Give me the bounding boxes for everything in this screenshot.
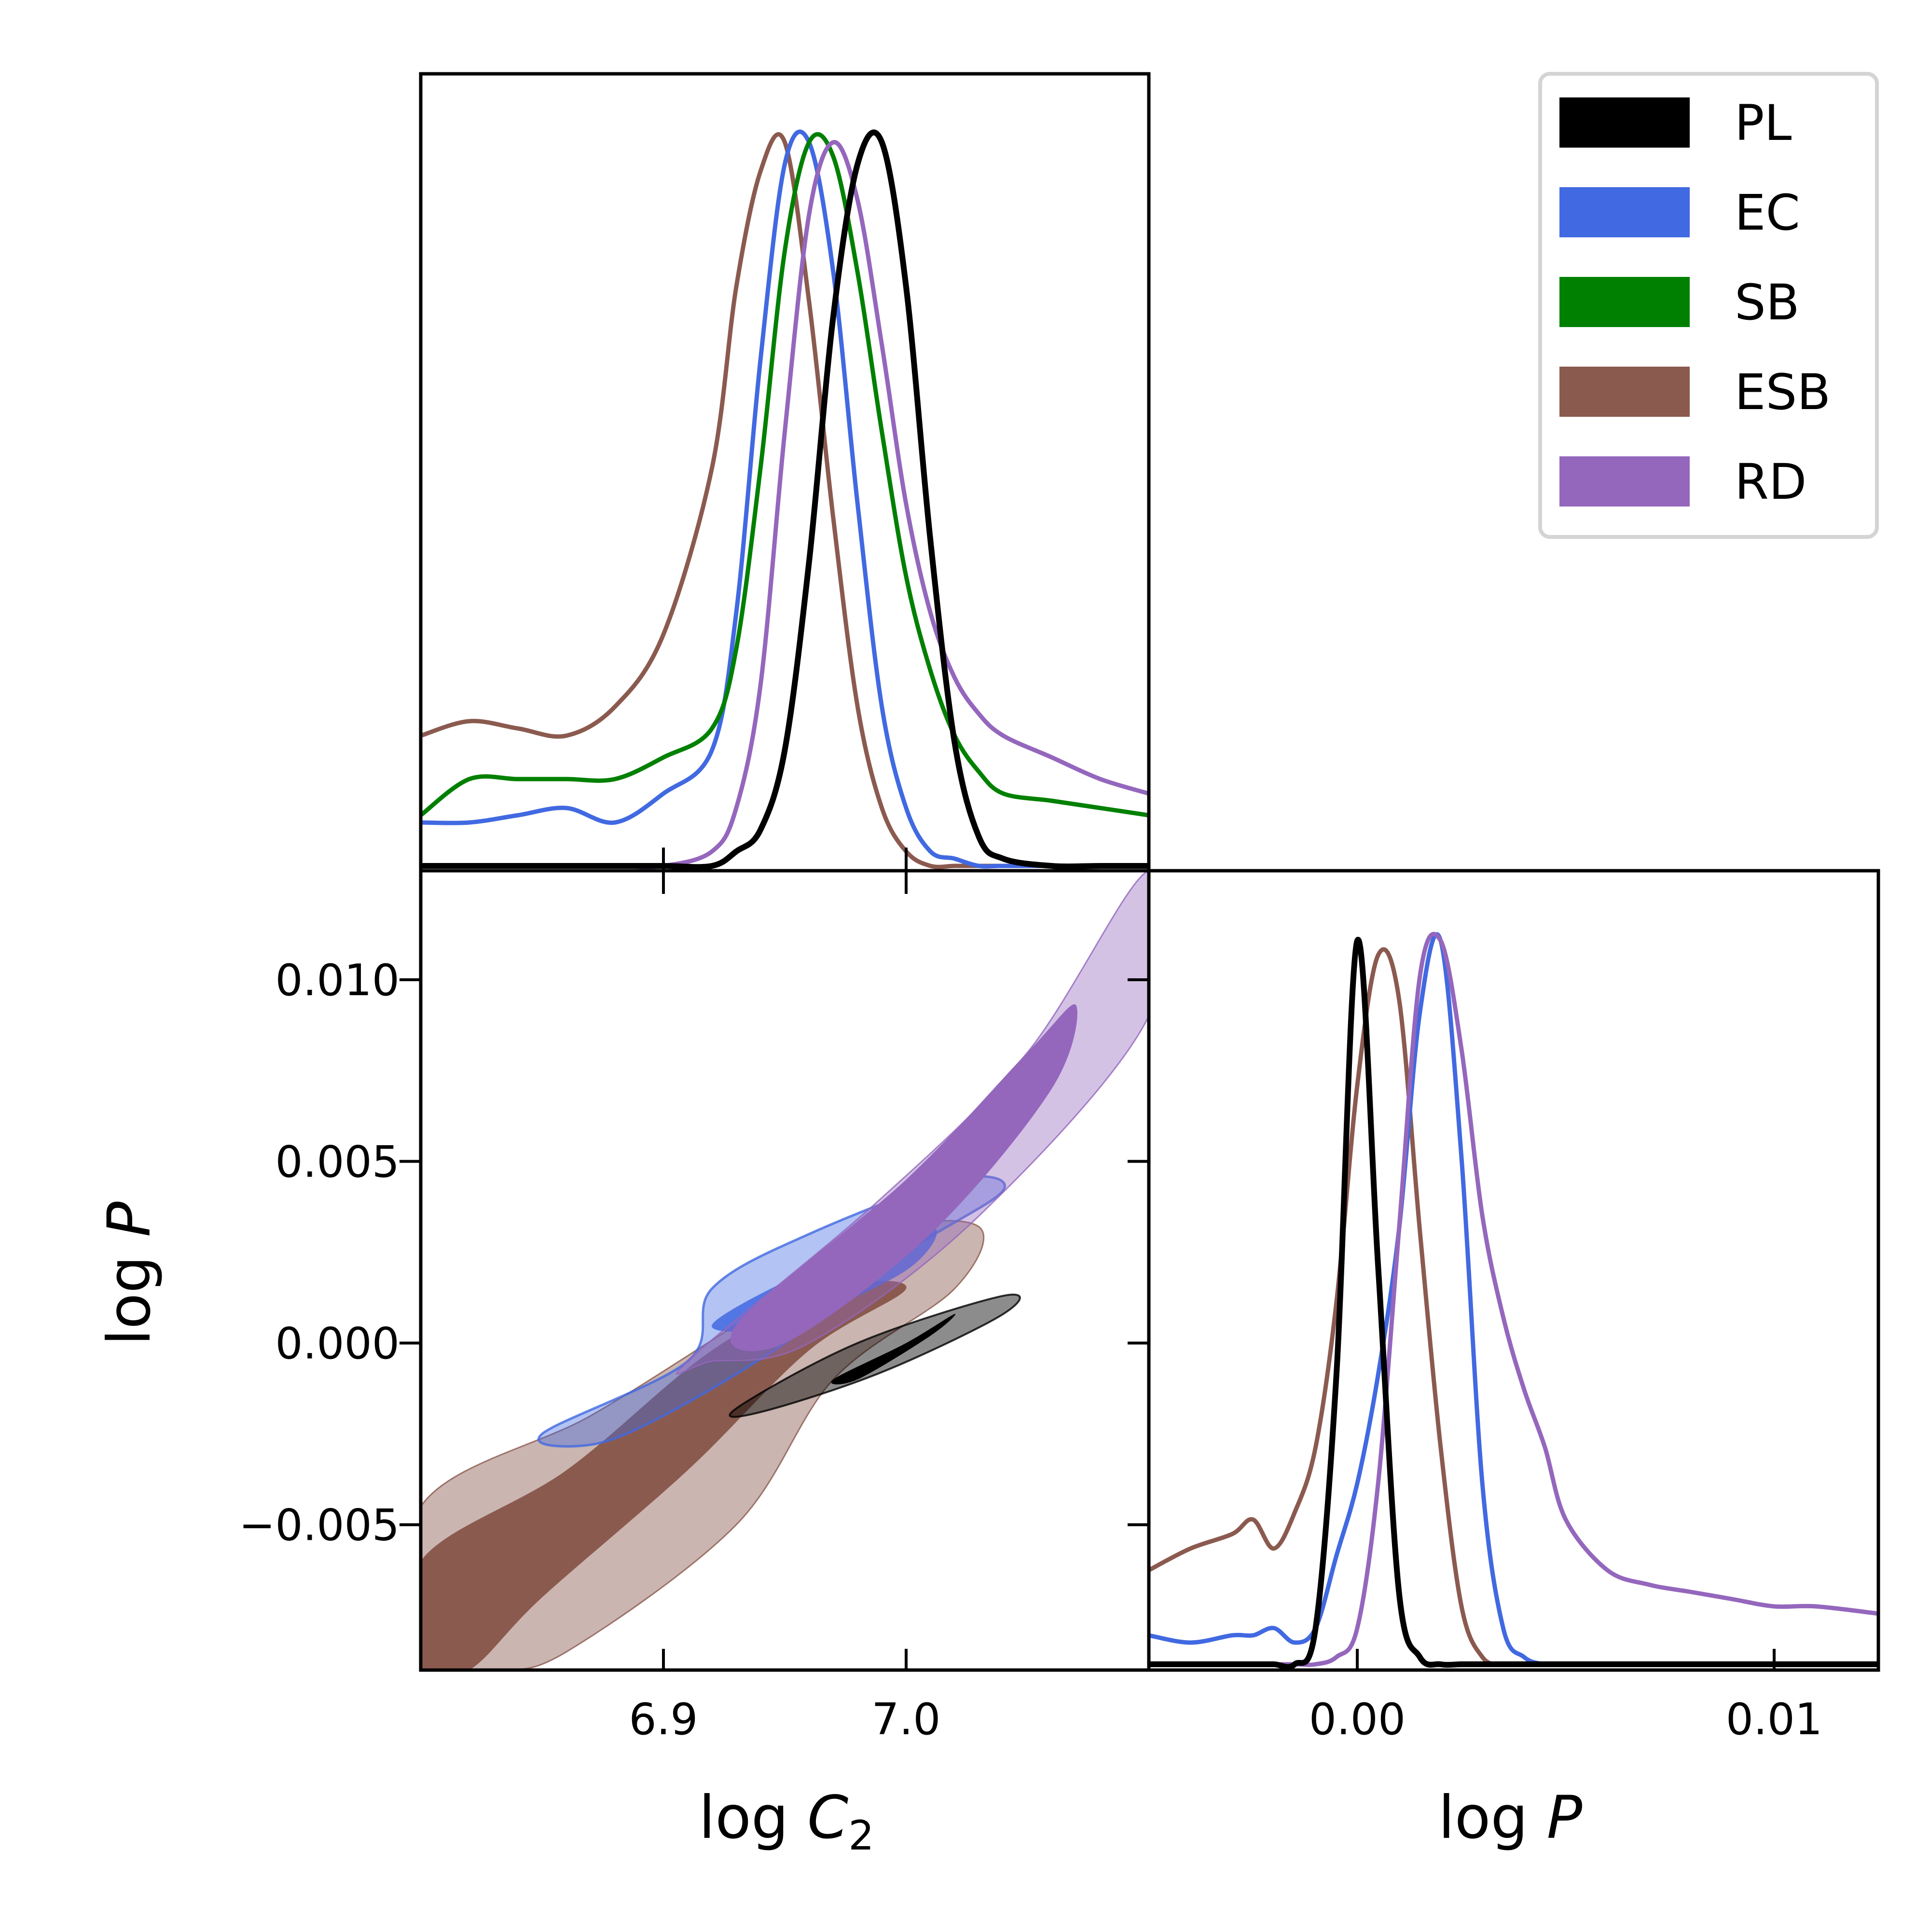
x-tick-label-log-c2: 6.9 — [629, 1694, 698, 1745]
log-c2-density-curves — [421, 129, 1149, 870]
legend-label-esb: ESB — [1735, 364, 1831, 421]
density-curve-rd-log-p — [1149, 932, 1878, 1667]
density-curve-ec-log-p — [1149, 932, 1878, 1667]
contour-esb-inner — [421, 1281, 907, 1670]
contour-pl-outer — [729, 1293, 1021, 1418]
contour-rd-outer — [676, 871, 1149, 1375]
legend: PL EC SB ESB RD — [1538, 72, 1879, 539]
legend-swatch-rd — [1559, 456, 1690, 507]
y-tick-label-log-p: 0.010 — [275, 955, 400, 1006]
x-tick-label-log-c2: 7.0 — [871, 1694, 940, 1745]
density-curve-pl-log-c2 — [421, 129, 1149, 870]
y-tick-label-log-p: 0.000 — [275, 1318, 400, 1369]
joint-contours — [421, 871, 1149, 1670]
density-curve-esb-log-p — [1149, 947, 1878, 1667]
density-curve-pl-log-p — [1149, 936, 1878, 1670]
contour-pl-inner — [831, 1314, 956, 1384]
y-axis-label-log-p: log P — [95, 1201, 164, 1345]
x-tick-label-log-p: 0.00 — [1309, 1694, 1406, 1745]
log-p-marginal-panel — [1149, 932, 1878, 1670]
joint-panel — [421, 871, 1149, 1670]
axes-layer: 6.9 7.0 −0.005 0.000 0.005 0.010 0.00 0.01 log C… — [95, 72, 1880, 1859]
x-axis-label-log-c2: log C2 — [699, 1783, 874, 1859]
log-c2-marginal-panel — [421, 129, 1149, 870]
legend-label-ec: EC — [1735, 184, 1800, 242]
legend-swatch-esb — [1559, 367, 1690, 417]
x-axis-label-log-p: log P — [1438, 1783, 1583, 1852]
legend-label-pl: PL — [1735, 95, 1792, 152]
right-panel-frame — [1147, 869, 1880, 1672]
log-p-density-curves — [1149, 932, 1878, 1670]
density-curve-sb-log-c2 — [421, 132, 1149, 818]
legend-swatch-pl — [1559, 97, 1690, 148]
y-tick-label-log-p: −0.005 — [239, 1500, 400, 1551]
legend-swatch-ec — [1559, 187, 1690, 237]
legend-label-rd: RD — [1735, 453, 1806, 511]
legend-swatch-sb — [1559, 277, 1690, 327]
contour-rd-inner — [730, 1004, 1077, 1351]
y-tick-label-log-p: 0.005 — [275, 1137, 400, 1188]
x-tick-label-log-p: 0.01 — [1726, 1694, 1822, 1745]
legend-label-sb: SB — [1735, 274, 1800, 331]
